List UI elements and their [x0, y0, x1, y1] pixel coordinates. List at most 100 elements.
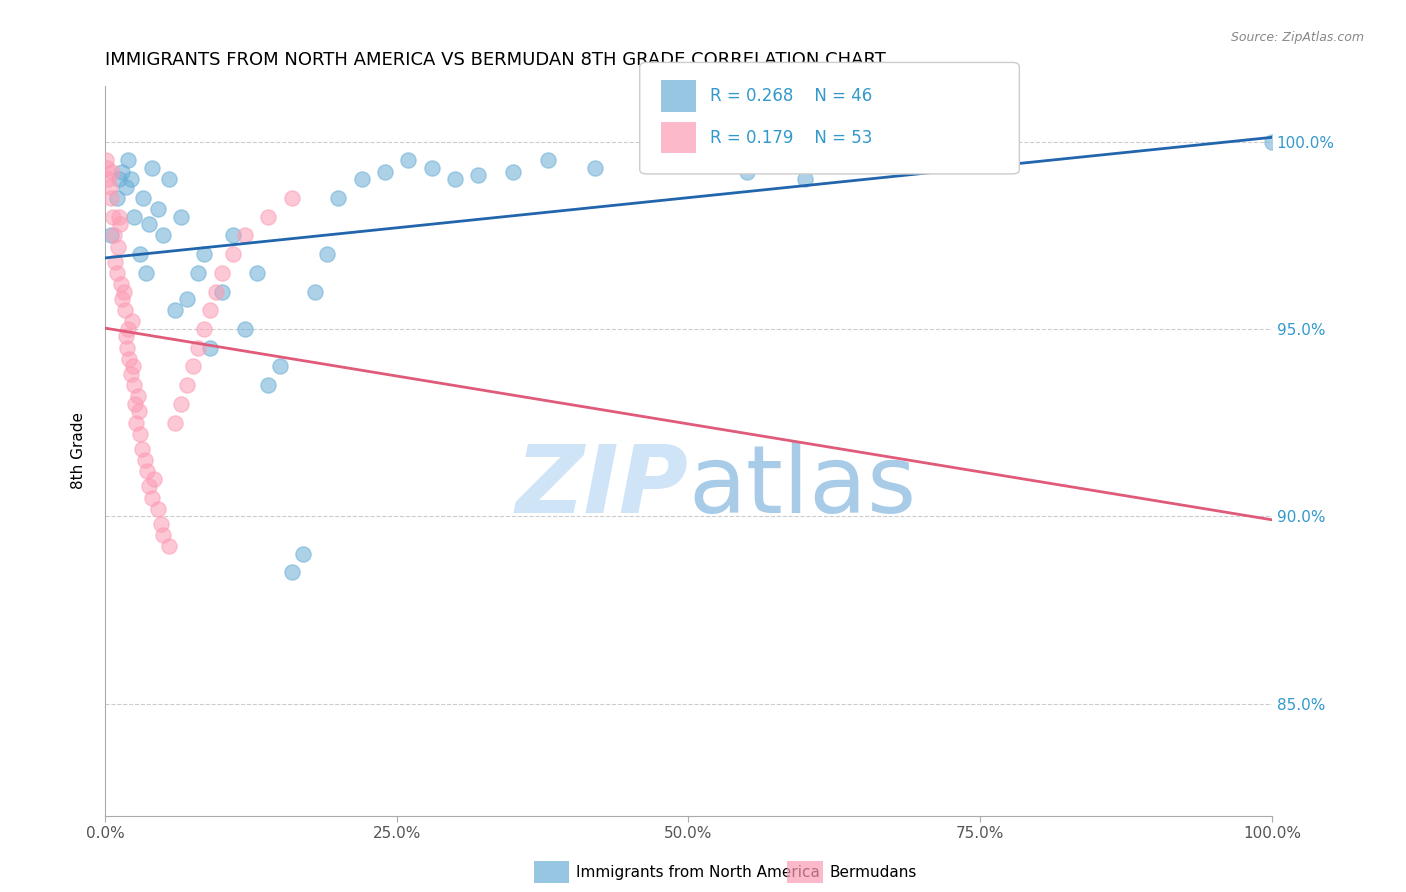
Point: [176, 378, 198, 392]
Point: [157, 539, 180, 553]
Point: [104, 254, 127, 268]
Point: [328, 191, 350, 205]
Text: ZIP: ZIP: [516, 442, 689, 533]
Point: [105, 266, 128, 280]
Point: [315, 247, 337, 261]
Point: [124, 397, 146, 411]
Point: [502, 164, 524, 178]
Point: [163, 416, 186, 430]
Point: [107, 239, 129, 253]
Point: [246, 266, 269, 280]
Point: [118, 351, 141, 366]
Point: [120, 367, 142, 381]
Point: [257, 210, 280, 224]
Point: [157, 172, 180, 186]
Point: [187, 341, 209, 355]
Point: [292, 547, 315, 561]
Point: [138, 217, 160, 231]
Point: [143, 472, 166, 486]
Text: R = 0.179    N = 53: R = 0.179 N = 53: [710, 129, 872, 147]
Point: [115, 341, 138, 355]
Point: [132, 191, 155, 205]
Point: [136, 464, 159, 478]
Point: [150, 516, 173, 531]
Point: [181, 359, 204, 374]
Point: [121, 314, 143, 328]
Point: [583, 161, 606, 175]
Point: [187, 266, 209, 280]
Point: [112, 285, 135, 299]
Point: [420, 161, 443, 175]
Point: [374, 164, 396, 178]
Text: Source: ZipAtlas.com: Source: ZipAtlas.com: [1230, 31, 1364, 45]
Text: R = 0.268    N = 46: R = 0.268 N = 46: [710, 87, 872, 105]
Point: [138, 479, 160, 493]
Point: [537, 153, 560, 168]
Point: [146, 501, 169, 516]
Point: [108, 210, 131, 224]
Text: IMMIGRANTS FROM NORTH AMERICA VS BERMUDAN 8TH GRADE CORRELATION CHART: IMMIGRANTS FROM NORTH AMERICA VS BERMUDA…: [105, 51, 886, 69]
Point: [193, 322, 215, 336]
Point: [396, 153, 419, 168]
Point: [152, 528, 174, 542]
Point: [122, 359, 145, 374]
Point: [111, 292, 134, 306]
Point: [233, 228, 256, 243]
Point: [122, 378, 145, 392]
Point: [141, 491, 163, 505]
Point: [105, 191, 128, 205]
Point: [678, 153, 700, 168]
Point: [108, 172, 131, 186]
Point: [127, 389, 149, 403]
Point: [233, 322, 256, 336]
Point: [176, 292, 198, 306]
Point: [97, 172, 120, 186]
Point: [131, 442, 153, 456]
Point: [222, 247, 245, 261]
Point: [135, 266, 157, 280]
Point: [100, 228, 122, 243]
Point: [114, 303, 136, 318]
Text: Immigrants from North America: Immigrants from North America: [576, 865, 820, 880]
Point: [444, 172, 467, 186]
Point: [96, 153, 118, 168]
Point: [211, 285, 233, 299]
Point: [101, 210, 124, 224]
Point: [467, 169, 489, 183]
Point: [211, 266, 233, 280]
Point: [108, 217, 131, 231]
Point: [122, 210, 145, 224]
Point: [101, 164, 124, 178]
Point: [125, 416, 148, 430]
Point: [257, 378, 280, 392]
Point: [350, 172, 373, 186]
Point: [98, 179, 121, 194]
Point: [198, 303, 221, 318]
Point: [134, 453, 156, 467]
Point: [794, 172, 817, 186]
Point: [100, 191, 122, 205]
Text: Bermudans: Bermudans: [830, 865, 917, 880]
Point: [117, 153, 139, 168]
Point: [304, 285, 326, 299]
Point: [170, 210, 193, 224]
Point: [141, 161, 163, 175]
Point: [205, 285, 228, 299]
Point: [1261, 135, 1284, 149]
Point: [103, 228, 125, 243]
Point: [163, 303, 186, 318]
Point: [120, 172, 142, 186]
Point: [269, 359, 291, 374]
Point: [110, 277, 132, 291]
Point: [735, 164, 758, 178]
Point: [170, 397, 193, 411]
Point: [128, 404, 150, 418]
Y-axis label: 8th Grade: 8th Grade: [72, 412, 86, 489]
Point: [198, 341, 221, 355]
Point: [222, 228, 245, 243]
Point: [111, 164, 134, 178]
Point: [115, 179, 138, 194]
Text: atlas: atlas: [689, 442, 917, 533]
Point: [280, 191, 302, 205]
Point: [280, 566, 302, 580]
